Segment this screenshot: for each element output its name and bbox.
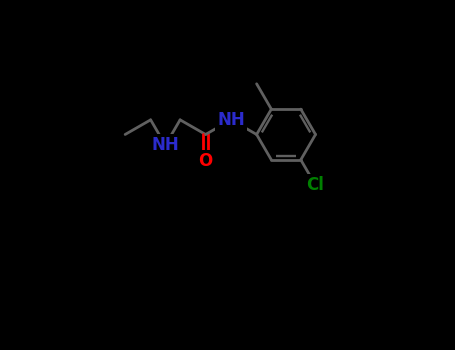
Text: O: O — [198, 152, 213, 170]
Text: NH: NH — [217, 111, 245, 129]
Text: Cl: Cl — [307, 176, 324, 194]
Text: NH: NH — [152, 136, 179, 154]
